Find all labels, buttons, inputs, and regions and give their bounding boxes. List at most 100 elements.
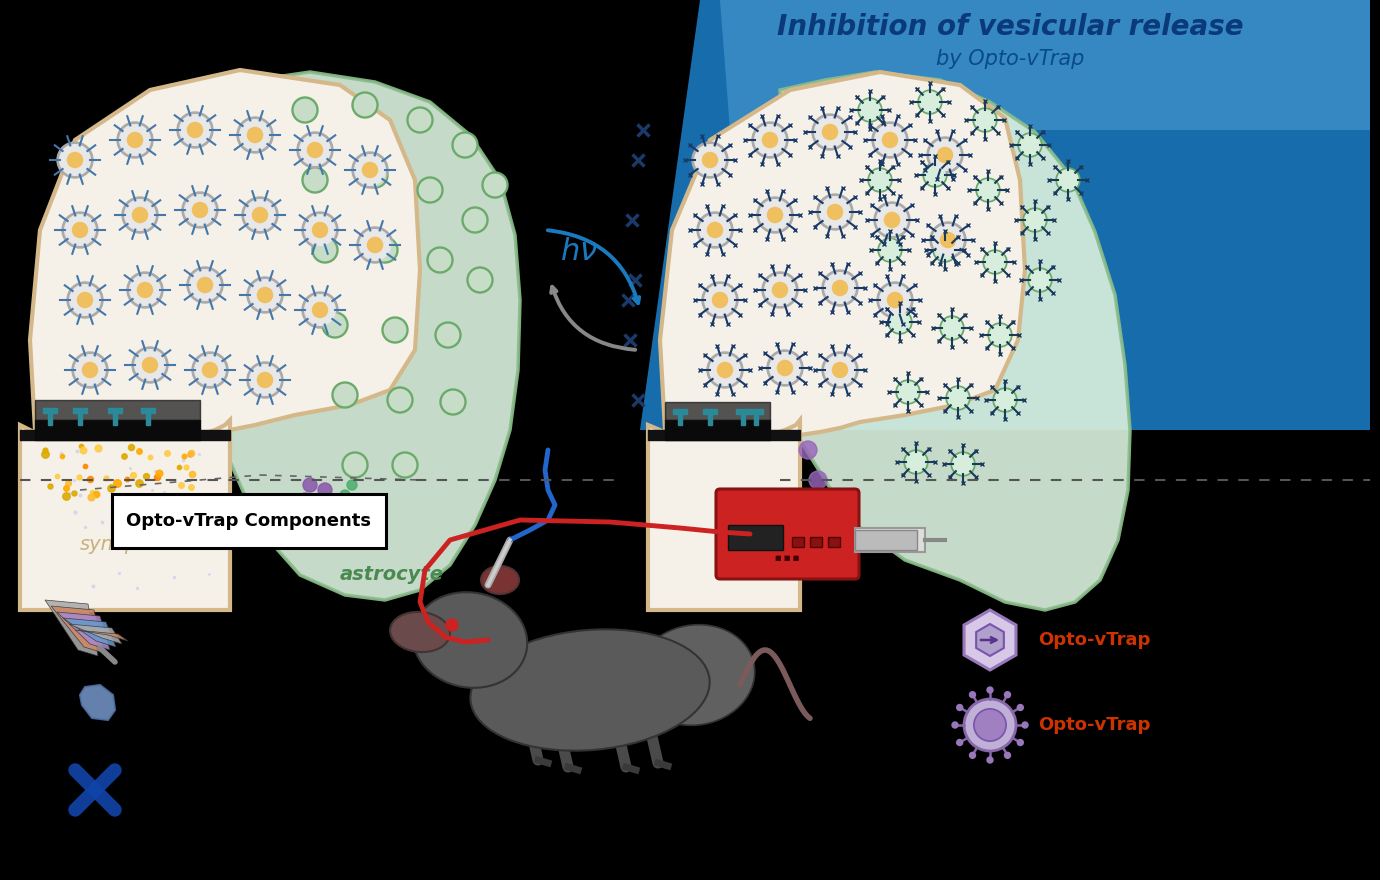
- Polygon shape: [57, 612, 110, 650]
- Circle shape: [312, 303, 327, 318]
- Circle shape: [389, 389, 411, 411]
- Circle shape: [702, 152, 718, 167]
- Circle shape: [315, 239, 335, 260]
- Bar: [48, 409, 52, 425]
- Circle shape: [294, 99, 316, 121]
- Circle shape: [342, 452, 368, 478]
- Circle shape: [858, 98, 882, 122]
- Circle shape: [970, 692, 976, 698]
- Circle shape: [410, 109, 431, 130]
- Polygon shape: [46, 600, 98, 656]
- Text: Opto-vTrap: Opto-vTrap: [1038, 716, 1151, 734]
- Text: by Opto-vTrap: by Opto-vTrap: [936, 49, 1085, 69]
- Circle shape: [420, 180, 440, 201]
- Text: Opto-vTrap: Opto-vTrap: [1038, 631, 1151, 649]
- Bar: [141, 408, 155, 413]
- Circle shape: [920, 92, 940, 113]
- Bar: [43, 408, 57, 413]
- Circle shape: [308, 143, 323, 158]
- Bar: [79, 409, 81, 425]
- Circle shape: [762, 133, 777, 148]
- Circle shape: [197, 277, 213, 292]
- FancyBboxPatch shape: [112, 494, 386, 548]
- Bar: [749, 409, 763, 414]
- Circle shape: [718, 363, 733, 378]
- Circle shape: [868, 168, 891, 192]
- Circle shape: [691, 142, 729, 178]
- Circle shape: [822, 352, 858, 388]
- Circle shape: [72, 223, 87, 238]
- Circle shape: [1020, 135, 1041, 155]
- Circle shape: [765, 275, 795, 305]
- Circle shape: [948, 388, 969, 408]
- Circle shape: [832, 363, 847, 378]
- Circle shape: [799, 441, 817, 459]
- Circle shape: [755, 125, 785, 155]
- Circle shape: [237, 117, 273, 153]
- Circle shape: [994, 388, 1017, 412]
- Circle shape: [443, 392, 464, 413]
- Circle shape: [890, 312, 911, 333]
- Circle shape: [299, 135, 330, 165]
- Bar: [108, 408, 121, 413]
- Circle shape: [304, 478, 317, 492]
- Circle shape: [247, 128, 262, 143]
- Circle shape: [62, 212, 98, 248]
- Circle shape: [974, 110, 995, 130]
- Polygon shape: [965, 610, 1016, 670]
- Circle shape: [880, 240, 900, 260]
- Circle shape: [709, 355, 740, 385]
- Polygon shape: [720, 0, 1370, 130]
- Circle shape: [244, 200, 275, 231]
- Circle shape: [940, 232, 955, 247]
- Circle shape: [885, 212, 900, 228]
- Circle shape: [138, 282, 153, 297]
- Circle shape: [820, 197, 850, 227]
- Bar: [702, 409, 718, 414]
- Circle shape: [65, 215, 95, 246]
- Circle shape: [887, 310, 912, 334]
- Circle shape: [1017, 705, 1024, 710]
- Circle shape: [976, 178, 1000, 202]
- Circle shape: [312, 237, 338, 263]
- Circle shape: [869, 170, 890, 190]
- Circle shape: [250, 280, 280, 311]
- Circle shape: [298, 493, 312, 507]
- Circle shape: [192, 352, 228, 388]
- Polygon shape: [210, 72, 520, 600]
- Circle shape: [188, 267, 224, 303]
- Circle shape: [951, 452, 976, 476]
- Circle shape: [860, 99, 880, 121]
- Circle shape: [983, 250, 1007, 274]
- Circle shape: [1005, 752, 1010, 759]
- Circle shape: [970, 752, 976, 759]
- Circle shape: [241, 197, 277, 233]
- Circle shape: [466, 267, 493, 293]
- Circle shape: [822, 124, 838, 140]
- Circle shape: [132, 347, 168, 383]
- Circle shape: [305, 295, 335, 326]
- Circle shape: [59, 144, 90, 175]
- Bar: [673, 409, 687, 414]
- Circle shape: [777, 361, 792, 376]
- Circle shape: [68, 152, 83, 167]
- Circle shape: [127, 272, 163, 308]
- Polygon shape: [69, 624, 121, 644]
- Circle shape: [1005, 692, 1010, 698]
- Circle shape: [898, 382, 918, 402]
- Circle shape: [974, 709, 1006, 741]
- Circle shape: [324, 314, 345, 335]
- Circle shape: [385, 319, 406, 341]
- Circle shape: [247, 362, 283, 398]
- Circle shape: [124, 200, 156, 231]
- Circle shape: [435, 322, 461, 348]
- Bar: [678, 410, 682, 425]
- Circle shape: [697, 212, 733, 248]
- Circle shape: [930, 222, 966, 258]
- Circle shape: [933, 224, 963, 255]
- Circle shape: [195, 355, 225, 385]
- Circle shape: [130, 275, 160, 305]
- Circle shape: [446, 619, 458, 631]
- Circle shape: [712, 292, 727, 308]
- Circle shape: [872, 122, 908, 158]
